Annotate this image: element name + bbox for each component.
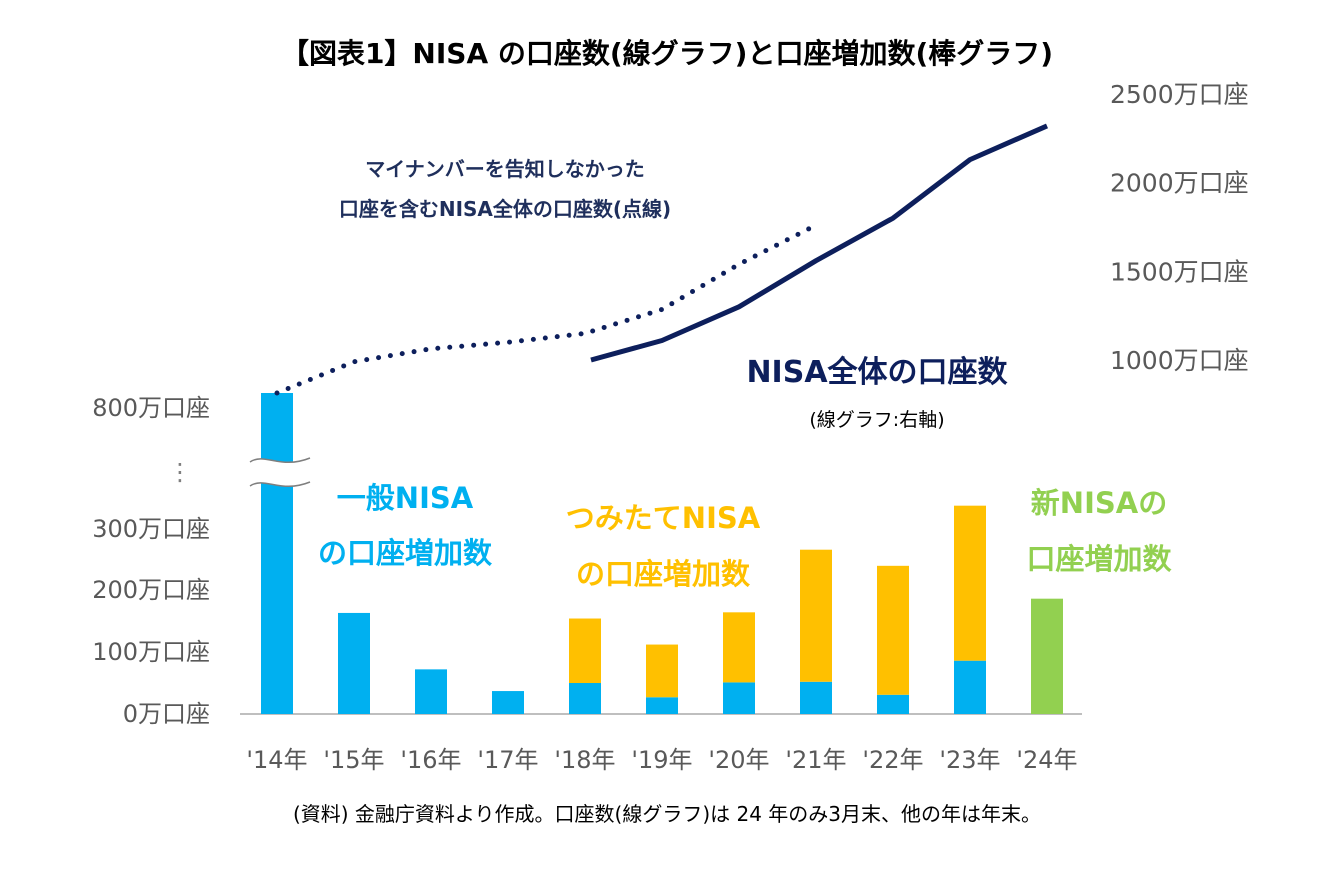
right-tick-label: 1500万口座 bbox=[1110, 257, 1249, 286]
bar-general-0 bbox=[261, 393, 293, 714]
x-tick-label: '21年 bbox=[785, 746, 846, 774]
bar-general-5 bbox=[646, 697, 678, 714]
bar-general-6 bbox=[723, 682, 755, 714]
x-tick-label: '17年 bbox=[477, 746, 538, 774]
bar-general-4 bbox=[569, 683, 601, 714]
left-tick-label: 800万口座 bbox=[92, 394, 210, 422]
x-tick-label: '24年 bbox=[1016, 746, 1077, 774]
x-tick-label: '20年 bbox=[708, 746, 769, 774]
bar-tsumitate-4 bbox=[569, 618, 601, 683]
right-tick-label: 2500万口座 bbox=[1110, 80, 1249, 109]
general-nisa-label: 一般NISA bbox=[337, 481, 474, 515]
bar-general-1 bbox=[338, 612, 370, 714]
x-tick-label: '16年 bbox=[400, 746, 461, 774]
bar-general-8 bbox=[877, 694, 909, 714]
tsumitate-nisa-label: つみたてNISA bbox=[566, 501, 761, 535]
new-nisa-label: 新NISAの bbox=[1031, 486, 1167, 520]
dotted-line-note: マイナンバーを告知しなかった bbox=[365, 157, 645, 181]
bar-general-7 bbox=[800, 681, 832, 714]
left-tick-label: 300万口座 bbox=[92, 515, 210, 543]
x-tick-label: '18年 bbox=[554, 746, 615, 774]
bar-tsumitate-8 bbox=[877, 565, 909, 695]
bar-general-9 bbox=[954, 660, 986, 714]
new-nisa-label: 口座増加数 bbox=[1026, 542, 1172, 576]
bar-general-3 bbox=[492, 691, 524, 714]
x-tick-label: '15年 bbox=[323, 746, 384, 774]
tsumitate-nisa-label: の口座増加数 bbox=[576, 557, 751, 591]
left-tick-label: 0万口座 bbox=[123, 700, 210, 728]
x-tick-label: '23年 bbox=[939, 746, 1000, 774]
left-tick-label: 200万口座 bbox=[92, 576, 210, 604]
x-tick-label: '14年 bbox=[246, 746, 307, 774]
dotted-line-note: 口座を含むNISA全体の口座数(点線) bbox=[339, 197, 671, 221]
bar-tsumitate-5 bbox=[646, 644, 678, 698]
axis-break-ellipsis: ⋮ bbox=[168, 458, 192, 486]
total-line-sublabel: (線グラフ:右軸) bbox=[809, 409, 944, 431]
right-tick-label: 1000万口座 bbox=[1110, 346, 1249, 375]
axis-break-mask bbox=[250, 458, 310, 487]
bar-tsumitate-6 bbox=[723, 612, 755, 683]
total-line-label: NISA全体の口座数 bbox=[746, 355, 1008, 390]
line-dotted-total bbox=[274, 222, 819, 396]
axis-break-line-upper bbox=[249, 457, 311, 463]
axis-break-line-lower bbox=[249, 481, 311, 487]
bar-tsumitate-9 bbox=[954, 505, 986, 661]
right-tick-label: 2000万口座 bbox=[1110, 169, 1249, 198]
chart-title: 【図表1】NISA の口座数(線グラフ)と口座増加数(棒グラフ) bbox=[280, 37, 1054, 70]
source-note: (資料) 金融庁資料より作成。口座数(線グラフ)は 24 年のみ3月末、他の年は… bbox=[292, 802, 1042, 826]
x-tick-label: '22年 bbox=[862, 746, 923, 774]
left-tick-label: 100万口座 bbox=[92, 638, 210, 666]
bar-new-10 bbox=[1031, 598, 1063, 714]
bar-tsumitate-7 bbox=[800, 549, 832, 682]
general-nisa-label: の口座増加数 bbox=[318, 536, 493, 570]
x-tick-label: '19年 bbox=[631, 746, 692, 774]
bar-general-2 bbox=[415, 669, 447, 714]
line-solid-total bbox=[590, 123, 1049, 363]
